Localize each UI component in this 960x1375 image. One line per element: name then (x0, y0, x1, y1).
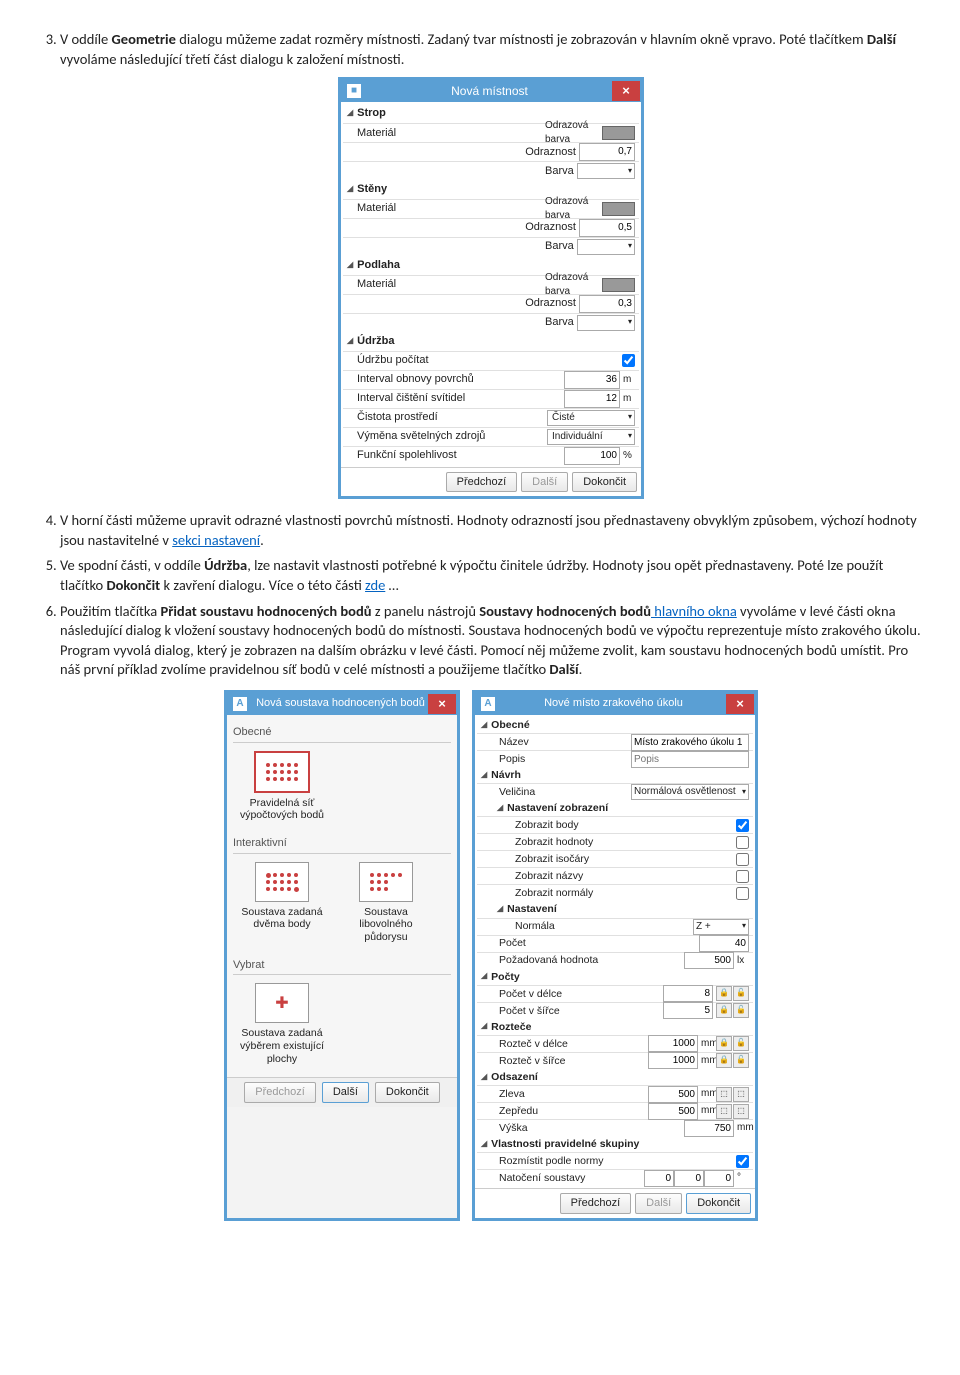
dialog-nove-misto: A Nové místo zrakového úkolu × ◢Obecné N… (472, 690, 758, 1221)
section-pocty[interactable]: ◢Počty (477, 969, 753, 985)
finish-button[interactable]: Dokončit (686, 1193, 751, 1214)
input-vyska[interactable] (684, 1120, 734, 1137)
dialog-nova-mistnost: ■ Nová místnost × ◢Strop Materiál Odrazo… (338, 77, 644, 499)
app-icon: A (481, 697, 495, 711)
close-icon[interactable]: × (428, 694, 456, 714)
dropdown-velicina[interactable]: Normálová osvětlenost (631, 784, 749, 800)
next-button: Další (635, 1193, 682, 1214)
surface-icon: ✚ (255, 983, 309, 1023)
item-plochou[interactable]: ✚ Soustava zadaná výběrem existující plo… (237, 983, 327, 1065)
link-zde[interactable]: zde (365, 576, 385, 594)
list-item-3: V oddíle Geometrie dialogu můžeme zadat … (60, 30, 922, 499)
dropdown-normala[interactable]: Z + (693, 919, 749, 935)
input-zepredu[interactable] (648, 1103, 698, 1120)
section-obecne[interactable]: ◢Obecné (477, 717, 753, 733)
prev-button: Předchozí (244, 1082, 316, 1103)
input-funkcni[interactable] (564, 447, 620, 465)
section-nastaveni[interactable]: ◢Nastavení (477, 901, 753, 917)
input-interval-povrchu[interactable] (564, 371, 620, 389)
finish-button[interactable]: Dokončit (572, 472, 637, 493)
input-interval-svitidel[interactable] (564, 390, 620, 408)
prev-button[interactable]: Předchozí (560, 1193, 632, 1214)
dialog-titlebar[interactable]: A Nové místo zrakového úkolu × (475, 693, 755, 715)
section-vybrat: Vybrat (233, 956, 451, 976)
link-hlavniho-okna[interactable]: hlavního okna (651, 602, 737, 620)
input-pocet-sirce[interactable] (663, 1002, 713, 1019)
dialog-nova-soustava: A Nová soustava hodnocených bodů × Obecn… (224, 690, 460, 1221)
input-pocet[interactable] (699, 935, 749, 952)
input-strop-odraznost[interactable] (579, 143, 635, 161)
dropdown-cistota[interactable]: Čisté (547, 410, 635, 426)
item-dvema-body[interactable]: Soustava zadaná dvěma body (237, 862, 327, 931)
lock-icon[interactable]: 🔒 (716, 986, 732, 1001)
input-nat1[interactable] (644, 1170, 674, 1187)
section-interaktivni: Interaktivní (233, 834, 451, 854)
dialog-title: Nová místnost (367, 83, 612, 99)
section-nastaveni-zobrazeni[interactable]: ◢Nastavení zobrazení (477, 800, 753, 816)
input-podlaha-odraznost[interactable] (579, 295, 635, 313)
checkbox-udrzbu-pocitat[interactable] (622, 354, 635, 367)
dropdown-vymena[interactable]: Individuální (547, 429, 635, 445)
list-item-5: Ve spodní části, v oddíle Údržba, lze na… (60, 556, 922, 595)
unlock-icon[interactable]: 🔓 (733, 986, 749, 1001)
input-nazev[interactable] (631, 734, 749, 751)
input-popis[interactable] (631, 751, 749, 768)
polygon-icon (359, 862, 413, 902)
prev-button[interactable]: Předchozí (446, 472, 518, 493)
input-zleva[interactable] (648, 1086, 698, 1103)
item-pudorys[interactable]: Soustava libovolného půdorysu (341, 862, 431, 944)
close-icon[interactable]: × (726, 694, 754, 714)
section-vlastnosti[interactable]: ◢Vlastnosti pravidelné skupiny (477, 1136, 753, 1152)
finish-button[interactable]: Dokončit (375, 1082, 440, 1103)
link-sekci-nastaveni[interactable]: sekci nastavení (172, 531, 260, 549)
next-button: Další (521, 472, 568, 493)
app-icon: A (233, 697, 247, 711)
next-button[interactable]: Další (322, 1082, 369, 1103)
list-item-6: Použitím tlačítka Přidat soustavu hodnoc… (60, 602, 922, 1221)
input-pozadovana[interactable] (684, 952, 734, 969)
input-roztec-sirce[interactable] (648, 1052, 698, 1069)
input-roztec-delce[interactable] (648, 1035, 698, 1052)
section-navrh[interactable]: ◢Návrh (477, 767, 753, 783)
checkbox-zobr-normaly[interactable] (736, 887, 749, 900)
checkbox-rozmistit[interactable] (736, 1155, 749, 1168)
checkbox-zobr-nazvy[interactable] (736, 870, 749, 883)
input-nat3[interactable] (704, 1170, 734, 1187)
grid-icon (254, 751, 310, 793)
checkbox-zobr-body[interactable] (736, 819, 749, 832)
input-steny-odraznost[interactable] (579, 219, 635, 237)
checkbox-zobr-izocary[interactable] (736, 853, 749, 866)
section-udrzba[interactable]: ◢Údržba (343, 332, 639, 351)
close-icon[interactable]: × (612, 81, 640, 101)
color-swatch[interactable] (602, 126, 635, 140)
dialog-titlebar[interactable]: A Nová soustava hodnocených bodů × (227, 693, 457, 715)
app-icon: ■ (347, 84, 361, 98)
section-roztece[interactable]: ◢Rozteče (477, 1019, 753, 1035)
list-item-4: V horní části můžeme upravit odrazné vla… (60, 511, 922, 550)
input-nat2[interactable] (674, 1170, 704, 1187)
section-odsazeni[interactable]: ◢Odsazení (477, 1069, 753, 1085)
dialog-titlebar[interactable]: ■ Nová místnost × (341, 80, 641, 102)
input-pocet-delce[interactable] (663, 985, 713, 1002)
section-obecne: Obecné (233, 723, 451, 743)
item-pravidelna-sit[interactable]: Pravidelná síť výpočtových bodů (237, 751, 327, 822)
dropdown-barva[interactable] (577, 163, 635, 179)
label-material: Materiál (347, 126, 545, 141)
checkbox-zobr-hodnoty[interactable] (736, 836, 749, 849)
two-point-icon (255, 862, 309, 902)
